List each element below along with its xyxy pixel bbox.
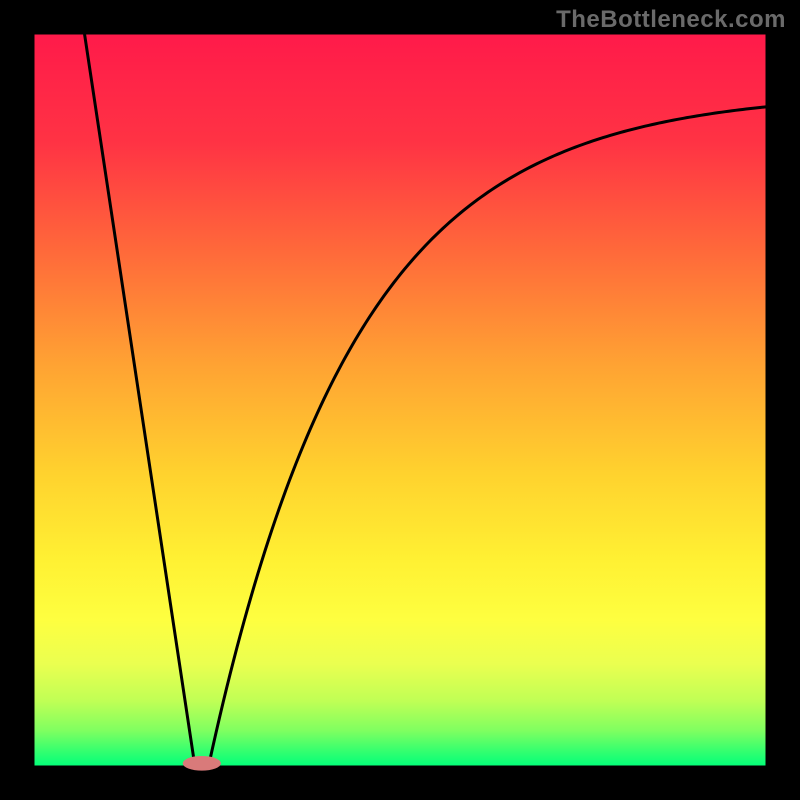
watermark-text: TheBottleneck.com — [556, 6, 786, 34]
chart-svg — [0, 0, 800, 800]
bottleneck-chart: TheBottleneck.com — [0, 0, 800, 800]
